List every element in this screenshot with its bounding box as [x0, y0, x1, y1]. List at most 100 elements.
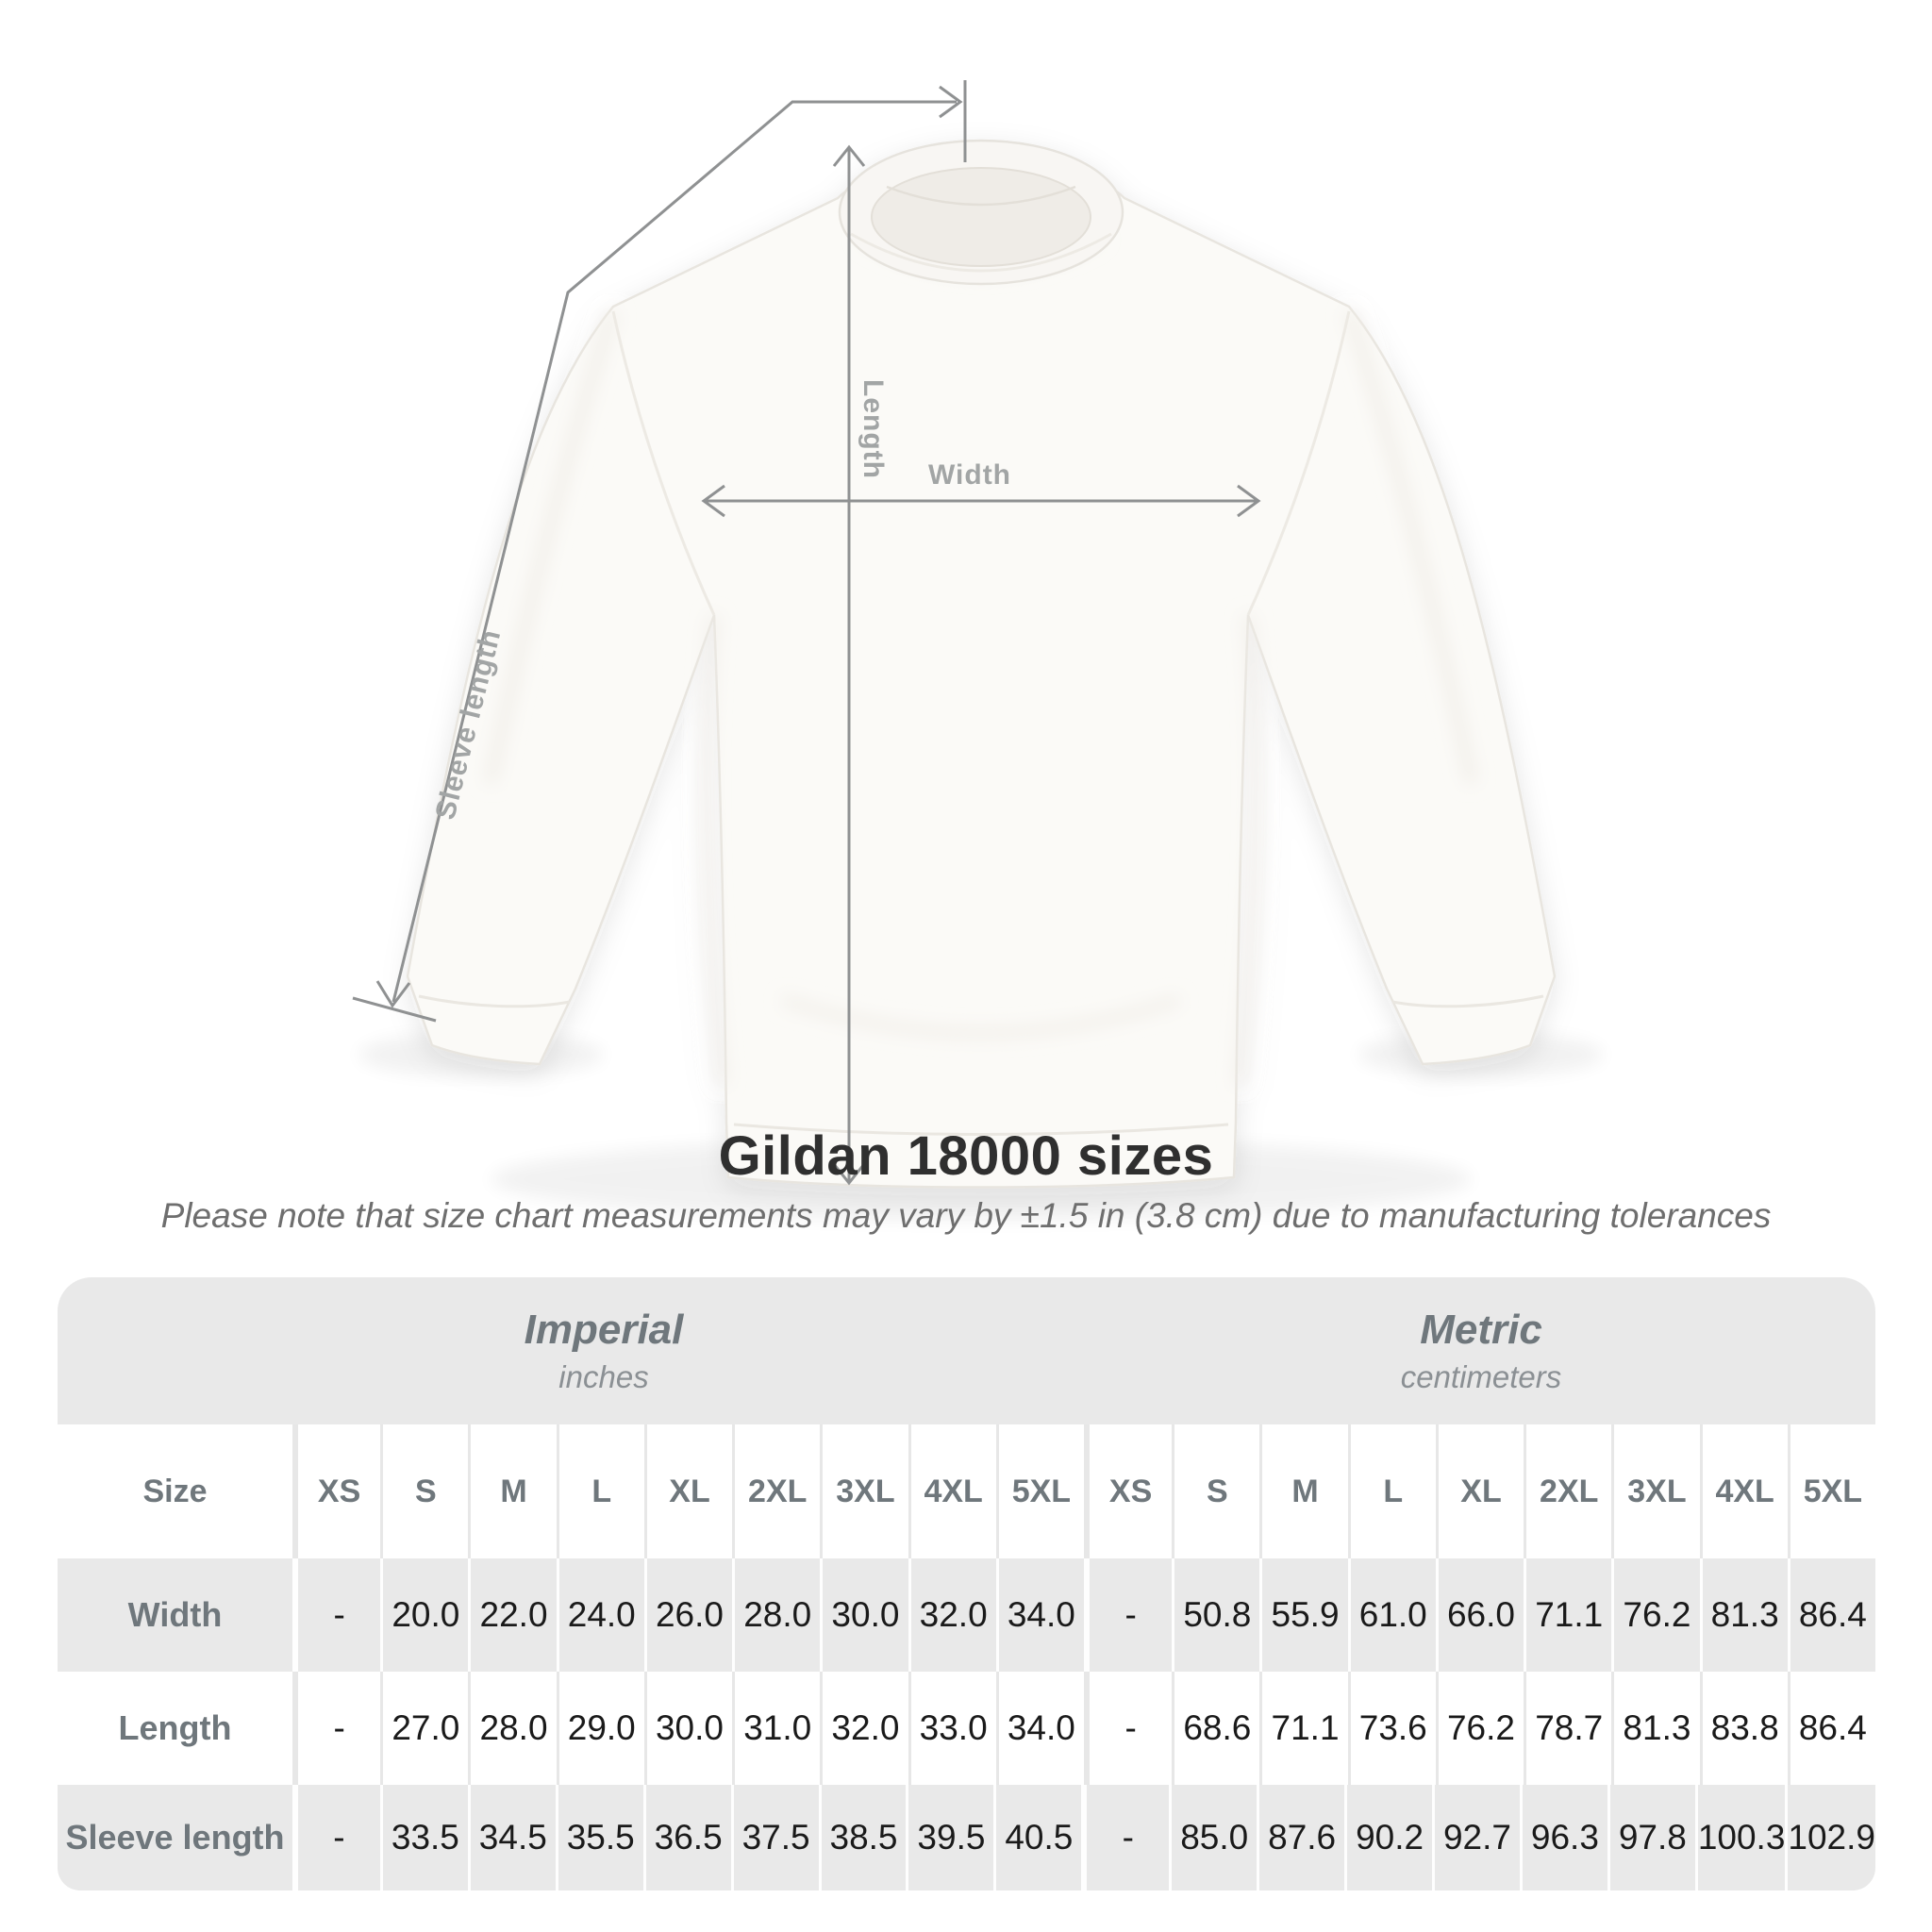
measurement-cell: 96.3: [1519, 1785, 1607, 1890]
size-column-header: M: [1259, 1424, 1347, 1558]
measurement-cell: 55.9: [1259, 1558, 1347, 1672]
measurement-cell: 100.3: [1694, 1785, 1785, 1890]
measurement-cell: 34.5: [467, 1785, 556, 1890]
measurement-cell: 31.0: [732, 1672, 820, 1785]
length-arrow: [832, 144, 866, 1186]
measurement-cell: 37.5: [730, 1785, 819, 1890]
measurement-cell: -: [292, 1785, 380, 1890]
measurement-cell: 85.0: [1169, 1785, 1257, 1890]
tolerance-note: Please note that size chart measurements…: [160, 1196, 1772, 1235]
measurement-cell: 39.5: [906, 1785, 993, 1890]
measurement-cell: 22.0: [468, 1558, 556, 1672]
measurement-cell: 28.0: [732, 1558, 820, 1672]
measurement-cell: 66.0: [1435, 1558, 1524, 1672]
size-table: Imperial inches Metric centimeters Size …: [58, 1277, 1875, 1890]
inches-label: inches: [558, 1359, 649, 1394]
size-column-header: L: [556, 1424, 644, 1558]
measurement-cell: 33.5: [379, 1785, 468, 1890]
measurement-cell: 29.0: [556, 1672, 644, 1785]
measurement-cell: 34.0: [995, 1558, 1084, 1672]
measurement-cell: -: [1083, 1672, 1172, 1785]
measurement-cell: 81.3: [1611, 1672, 1699, 1785]
measurement-cell: 38.5: [818, 1785, 907, 1890]
measurement-cell: -: [1081, 1785, 1169, 1890]
measurement-cell: 92.7: [1432, 1785, 1520, 1890]
measurement-cell: 86.4: [1787, 1558, 1875, 1672]
measurement-row-label: Sleeve length: [65, 1818, 285, 1857]
size-column-header: 4XL: [1699, 1424, 1788, 1558]
size-corner-header: Size: [142, 1473, 208, 1509]
size-column-header: 2XL: [732, 1424, 820, 1558]
measurement-row-label: Length: [118, 1708, 232, 1747]
cuff-tick: [352, 996, 437, 1023]
measurement-cell: 68.6: [1172, 1672, 1259, 1785]
measurement-cell: 76.2: [1435, 1672, 1524, 1785]
measurement-cell: -: [292, 1558, 380, 1672]
imperial-label: Imperial: [524, 1307, 684, 1353]
size-header-row: Size XS S M L XL 2XL 3XL 4XL 5XL XS S M L XL 2XL 3XL 4XL…: [58, 1424, 1875, 1558]
measurement-row: Sleeve length -33.5 34.5 35.5 36.5 37.5 38.5 39…: [58, 1785, 1875, 1890]
width-dimension-label: Width: [927, 459, 1012, 491]
metric-unit-group: Metric centimeters: [1401, 1277, 1562, 1424]
measurement-cell: 27.0: [380, 1672, 468, 1785]
measurement-cell: 81.3: [1699, 1558, 1788, 1672]
measurement-cell: 87.6: [1257, 1785, 1344, 1890]
size-column-header: XS: [292, 1424, 380, 1558]
width-arrow: [701, 484, 1261, 518]
measurement-cell: 26.0: [643, 1558, 732, 1672]
size-column-header: XL: [643, 1424, 732, 1558]
measurement-cell: -: [292, 1672, 380, 1785]
measurement-cell: 32.0: [908, 1558, 996, 1672]
length-dimension-label: Length: [858, 379, 889, 479]
measurement-cell: 90.2: [1344, 1785, 1432, 1890]
measurement-cell: 35.5: [555, 1785, 643, 1890]
measurement-cell: 97.8: [1607, 1785, 1695, 1890]
measurement-cell: 36.5: [642, 1785, 731, 1890]
measurement-cell: 76.2: [1611, 1558, 1699, 1672]
imperial-unit-group: Imperial inches: [525, 1277, 684, 1424]
measurement-lines: [352, 80, 1261, 1186]
measurement-cell: 61.0: [1347, 1558, 1436, 1672]
measurement-cell: 30.0: [643, 1672, 732, 1785]
measurement-cell: 33.0: [908, 1672, 996, 1785]
measurement-cell: 71.1: [1524, 1558, 1611, 1672]
size-column-header: 4XL: [908, 1424, 996, 1558]
measurement-row-label: Width: [127, 1595, 223, 1634]
measurement-cell: 102.9: [1785, 1785, 1875, 1890]
size-column-header: 2XL: [1524, 1424, 1611, 1558]
measurement-cell: 71.1: [1259, 1672, 1347, 1785]
sweatshirt-illustration: [406, 139, 1557, 1189]
size-column-header: XS: [1083, 1424, 1172, 1558]
size-column-header: M: [468, 1424, 556, 1558]
size-column-header: S: [380, 1424, 468, 1558]
metric-label: Metric: [1420, 1307, 1542, 1353]
measurement-cell: 73.6: [1347, 1672, 1436, 1785]
measurement-cell: -: [1083, 1558, 1172, 1672]
measurement-cell: 24.0: [556, 1558, 644, 1672]
measurement-row: Width -20.0 22.0 24.0 26.0 28.0 30.0 32.0 34.0-5…: [58, 1558, 1875, 1672]
measurement-cell: 83.8: [1699, 1672, 1788, 1785]
measurement-cell: 30.0: [820, 1558, 908, 1672]
measurement-cell: 20.0: [380, 1558, 468, 1672]
unit-band: Imperial inches Metric centimeters: [58, 1277, 1875, 1424]
size-column-header: L: [1347, 1424, 1436, 1558]
measurement-cell: 28.0: [468, 1672, 556, 1785]
measurement-cell: 50.8: [1172, 1558, 1259, 1672]
size-column-header: 3XL: [1611, 1424, 1699, 1558]
measurement-cell: 40.5: [993, 1785, 1081, 1890]
size-column-header: S: [1172, 1424, 1259, 1558]
measurement-cell: 32.0: [820, 1672, 908, 1785]
sleeve-length-arrow: [352, 80, 967, 1023]
measurement-cell: 78.7: [1524, 1672, 1611, 1785]
page-title: Gildan 18000 sizes: [718, 1125, 1214, 1187]
size-column-header: 3XL: [820, 1424, 908, 1558]
centimeters-label: centimeters: [1400, 1359, 1562, 1394]
size-column-header: 5XL: [1787, 1424, 1875, 1558]
measurement-cell: 86.4: [1787, 1672, 1875, 1785]
sweatshirt-diagram: [352, 80, 1604, 1221]
measurement-row: Length -27.0 28.0 29.0 30.0 31.0 32.0 33.0 34.0-…: [58, 1672, 1875, 1785]
size-column-header: 5XL: [995, 1424, 1084, 1558]
measurement-cell: 34.0: [995, 1672, 1084, 1785]
size-column-header: XL: [1435, 1424, 1524, 1558]
